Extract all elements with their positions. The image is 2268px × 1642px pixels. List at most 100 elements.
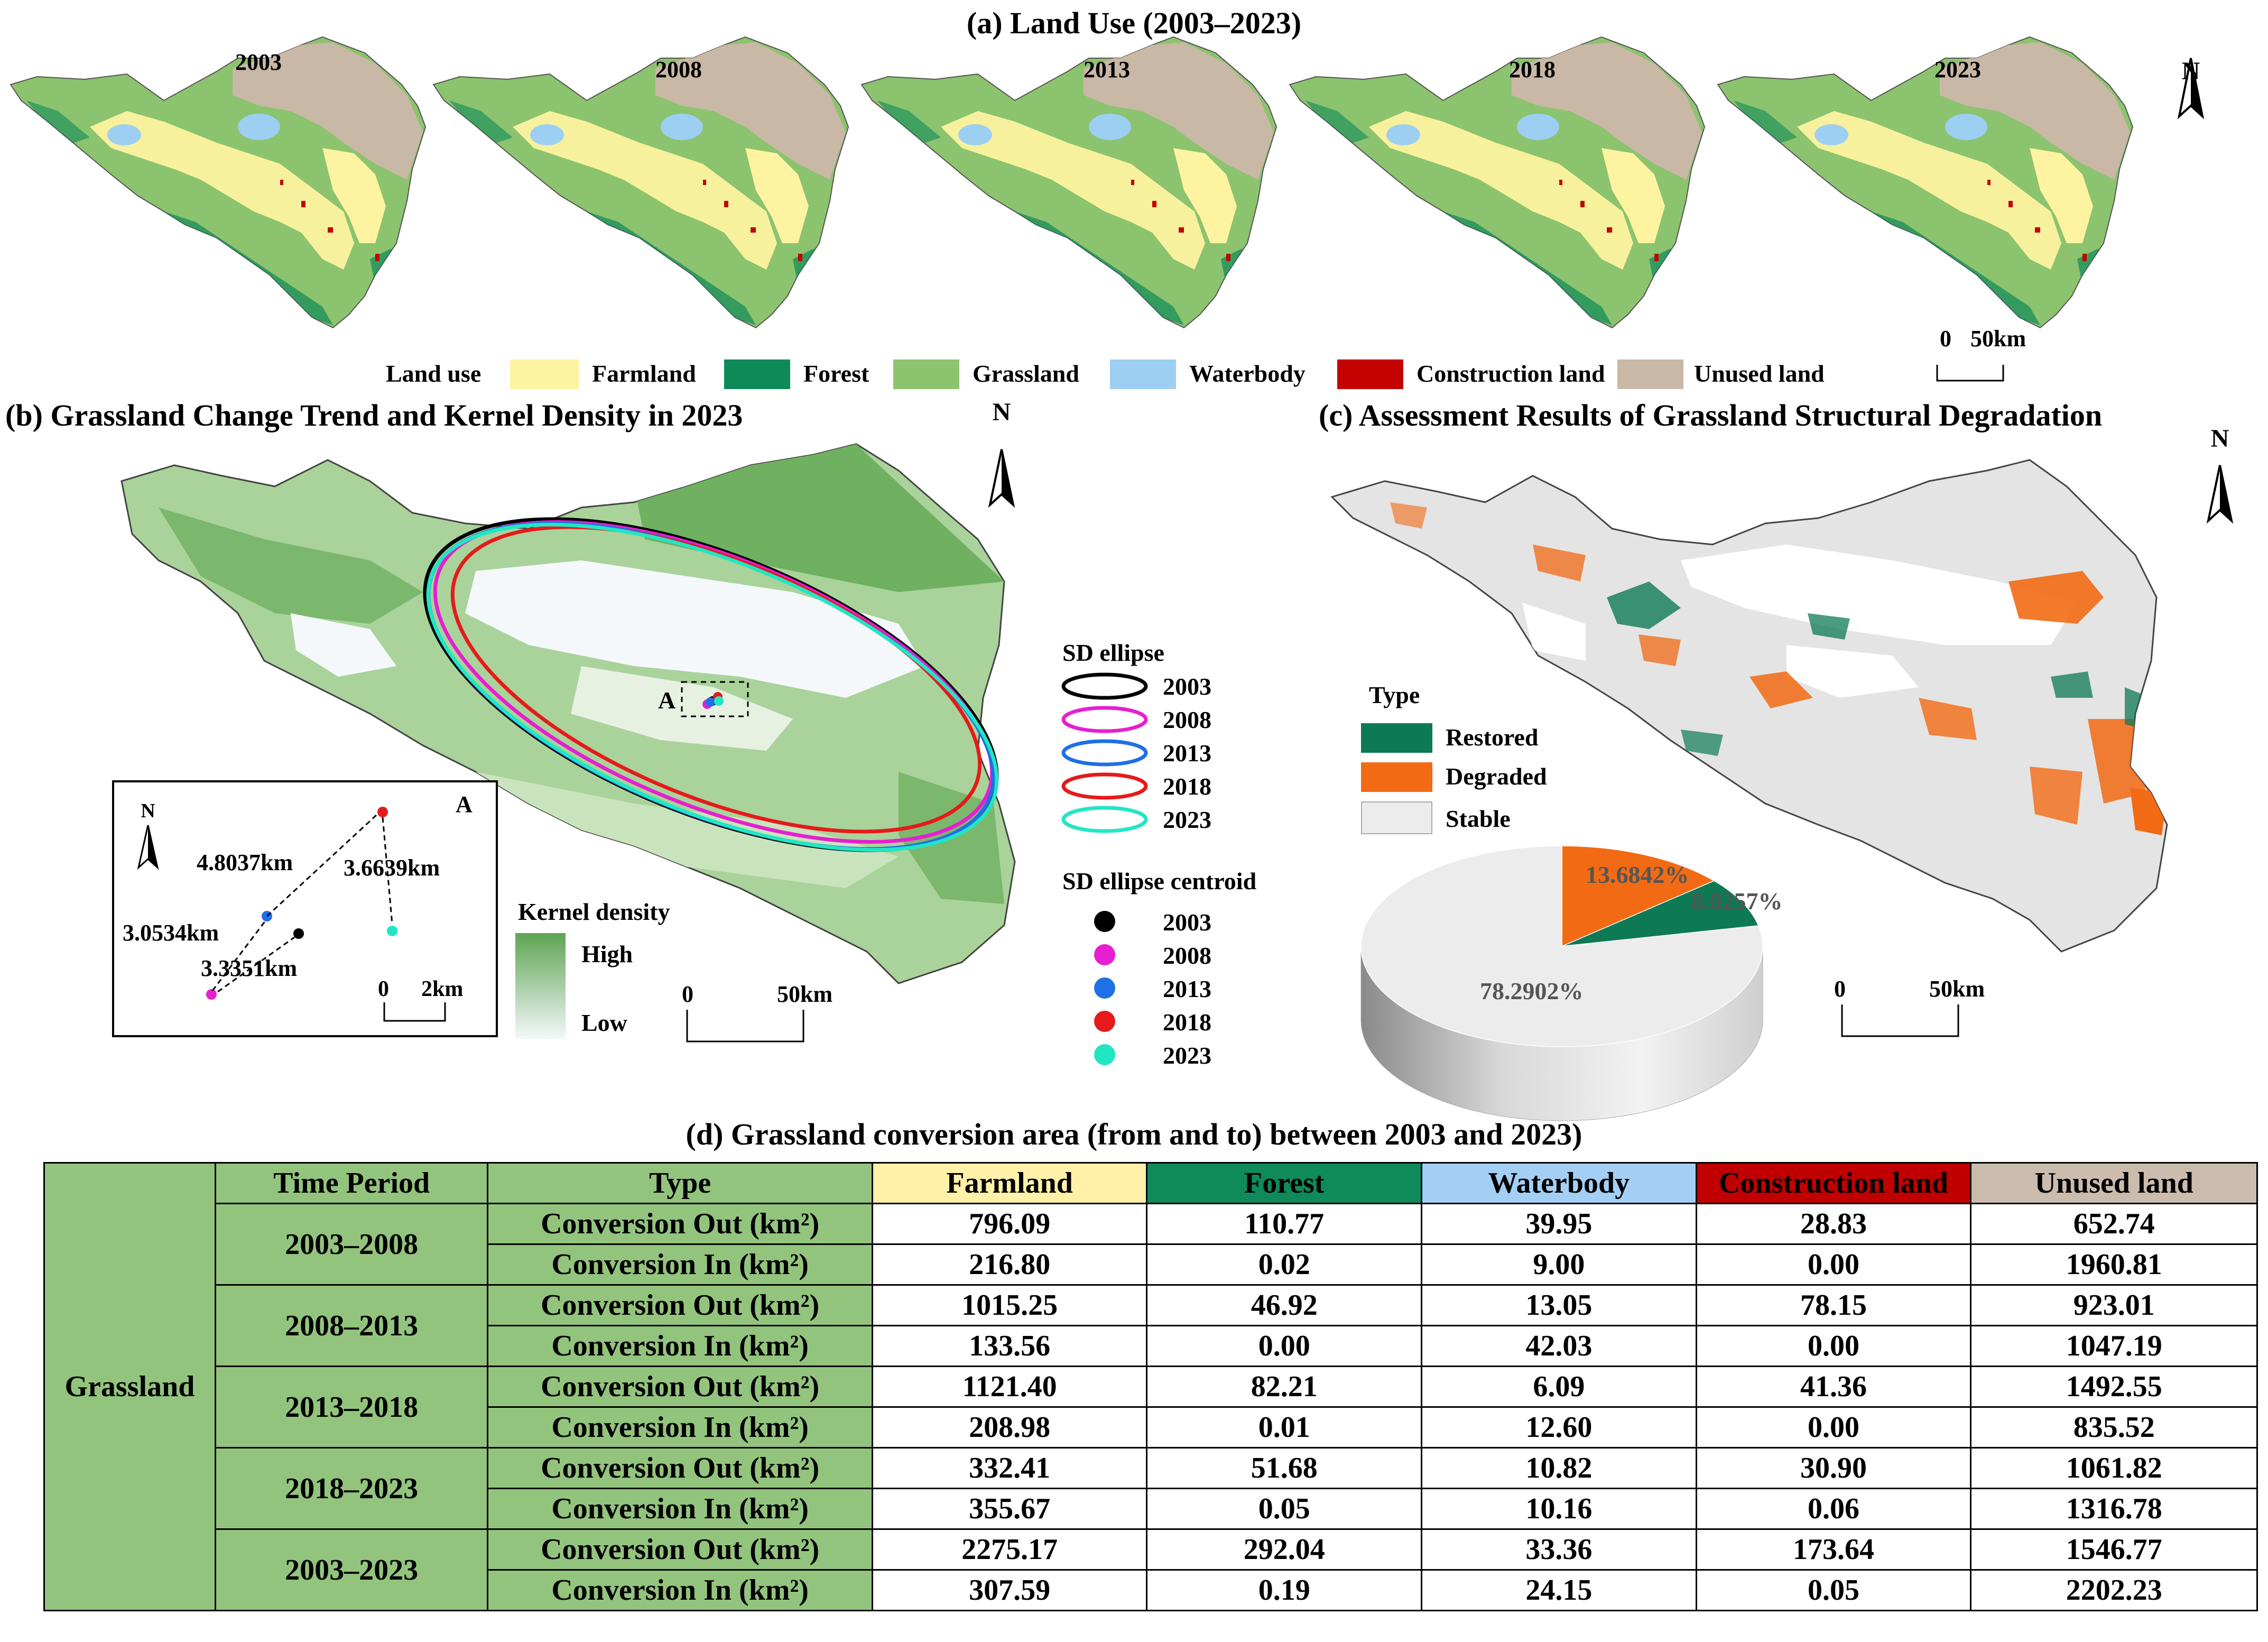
value-cell: 2275.17 [871, 1528, 1148, 1571]
row-header-grassland: Grassland [43, 1162, 216, 1611]
legend-swatch-degraded [1361, 762, 1432, 792]
inset-a-label: A [456, 791, 473, 817]
kernel-title: Kernel density [518, 898, 670, 925]
legend-swatch-unused [1617, 359, 1683, 389]
value-cell: 923.01 [1970, 1284, 2258, 1326]
year-label-2023: 2023 [1934, 57, 1981, 82]
table-header-row: Grassland Time Period Type Farmland Fore… [43, 1162, 2258, 1611]
kernel-density-map: A N 0 50km Kernel density High Low [121, 402, 1016, 1043]
sd-legend-2023: 2023 [1163, 806, 1211, 833]
value-cell: 0.05 [1146, 1488, 1422, 1530]
north-label-a: N [2182, 57, 2200, 85]
legend-farmland: Farmland [592, 360, 696, 387]
north-arrow-icon [2177, 58, 2205, 119]
year-label-2003: 2003 [235, 49, 282, 75]
centroid-title: SD ellipse centroid [1062, 868, 1257, 894]
scale-bar-a [1936, 365, 2004, 382]
value-cell: 1492.55 [1970, 1366, 2258, 1408]
inset-dist-3: 3.0534km [123, 920, 219, 946]
legend-restored: Restored [1446, 724, 1539, 751]
header-forest: Forest [1146, 1162, 1422, 1204]
sd-ellipse-2023 [426, 522, 999, 852]
year-label-2013: 2013 [1084, 57, 1130, 82]
value-cell: 1047.19 [1970, 1325, 2258, 1367]
table-row: Conversion In (km²) 355.67 0.05 10.16 0.06 13… [44, 1488, 2258, 1530]
inset-scale-dist: 2km [421, 977, 463, 1001]
header-waterbody: Waterbody [1421, 1162, 1697, 1204]
table-row: Conversion In (km²) 216.80 0.02 9.00 0.00 196… [44, 1243, 2258, 1286]
centroid-mark-2023 [714, 696, 724, 706]
north-arrow-icon [988, 449, 1015, 508]
table-row: 2013–2018 Conversion Out (km²) 1121.40 82.2… [44, 1366, 2258, 1449]
type-legend-title: Type [1369, 681, 1420, 708]
sd-ellipses [423, 517, 999, 852]
value-cell: 0.19 [1146, 1569, 1422, 1611]
centroid-legend-2003: 2003 [1163, 909, 1211, 936]
value-cell: 10.16 [1421, 1488, 1697, 1530]
value-cell: 0.00 [1695, 1406, 1972, 1449]
inset-point-2008 [206, 989, 217, 1000]
conversion-in-label: Conversion In (km²) [487, 1488, 873, 1530]
value-cell: 30.90 [1695, 1447, 1972, 1489]
value-cell: 24.15 [1421, 1569, 1697, 1611]
legend-waterbody: Waterbody [1189, 360, 1306, 387]
inset-map-a: N A 4.8037km 3.6639km 3.0534km 3.3351km … [112, 780, 498, 1037]
pie-slice-stable [1360, 846, 1763, 1047]
pie-slice-restored [1561, 880, 1759, 947]
degradation-map: N 0 50km [1331, 425, 2234, 1037]
value-cell: 33.36 [1421, 1528, 1697, 1571]
land-use-map-2018 [1290, 37, 1705, 328]
value-cell: 51.68 [1146, 1447, 1422, 1489]
value-cell: 0.01 [1146, 1406, 1422, 1449]
point-a-label: A [658, 687, 675, 714]
kernel-gradient [515, 933, 566, 1039]
conversion-table: Grassland Time Period Type Farmland Fore… [43, 1162, 2258, 1611]
degradation-pie-chart: 78.2902% 13.6842% 8.0257% [1360, 846, 1783, 1121]
table-row: Conversion In (km²) 208.98 0.01 12.60 0.00 83… [44, 1406, 2258, 1449]
legend-swatch-farmland [510, 359, 579, 389]
value-cell: 307.59 [871, 1569, 1148, 1611]
value-cell: 0.05 [1695, 1569, 1972, 1611]
sd-legend-2013: 2013 [1163, 740, 1211, 767]
time-period-cell: 2008–2013 [214, 1284, 489, 1367]
pie-label-restored: 8.0257% [1691, 888, 1783, 915]
sd-ellipse-legend-swatches [1061, 672, 1148, 833]
centroid-legend-dots [1094, 911, 1115, 1065]
scale-zero-b: 0 [682, 981, 693, 1007]
conversion-out-label: Conversion Out (km²) [487, 1203, 873, 1245]
year-label-2008: 2008 [655, 57, 702, 82]
scale-bar-c [1841, 1004, 1959, 1037]
value-cell: 835.52 [1970, 1406, 2258, 1449]
value-cell: 39.95 [1421, 1203, 1697, 1245]
land-use-maps: N 0 50km [0, 0, 2205, 382]
conversion-in-label: Conversion In (km²) [487, 1243, 873, 1286]
value-cell: 216.80 [871, 1243, 1148, 1286]
north-label-b: N [993, 402, 1011, 426]
sd-ellipse-title: SD ellipse [1062, 639, 1164, 666]
value-cell: 2202.23 [1970, 1569, 2258, 1611]
table-row: 2003–2008 Conversion Out (km²) 796.09 110.7… [44, 1203, 2258, 1286]
legend-grassland: Grassland [973, 360, 1079, 387]
legend-swatch-grassland [893, 359, 959, 389]
inset-point-2018 [377, 807, 388, 817]
conversion-in-label: Conversion In (km²) [487, 1325, 873, 1367]
legend-unused-land: Unused land [1694, 360, 1825, 387]
table-row: Conversion In (km²) 133.56 0.00 42.03 0.00 10… [44, 1325, 2258, 1367]
land-use-map-2023 [1718, 37, 2133, 328]
conversion-out-label: Conversion Out (km²) [487, 1528, 873, 1571]
value-cell: 46.92 [1146, 1284, 1422, 1326]
pie-slice-degraded [1561, 846, 1715, 947]
time-period-cell: 2003–2023 [214, 1528, 489, 1611]
panel-d-title: (d) Grassland conversion area (from and … [686, 1117, 1582, 1151]
legend-stable: Stable [1446, 805, 1511, 832]
scale-bar-b [686, 1010, 804, 1043]
value-cell: 1121.40 [871, 1366, 1148, 1408]
inset-point-2003 [293, 928, 304, 939]
time-period-cell: 2013–2018 [214, 1366, 489, 1449]
inset-point-2023 [387, 926, 397, 936]
time-period-cell: 2018–2023 [214, 1447, 489, 1530]
land-use-map-2013 [862, 37, 1276, 328]
value-cell: 1015.25 [871, 1284, 1148, 1326]
kernel-low: Low [581, 1009, 627, 1036]
value-cell: 1316.78 [1970, 1488, 2258, 1530]
